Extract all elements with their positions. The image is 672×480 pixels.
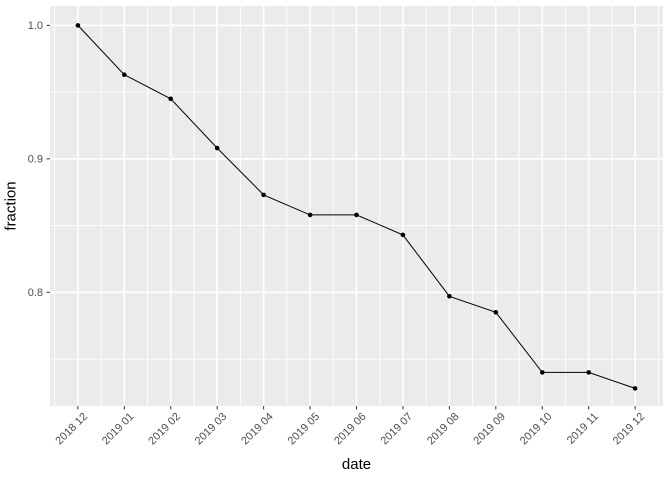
x-tick-label: 2019 04 (239, 411, 276, 448)
data-point (122, 72, 127, 77)
data-point (400, 232, 406, 238)
y-tick-labels: 1.0 0.9 0.8 (28, 20, 43, 299)
data-point (354, 212, 359, 218)
data-point (586, 370, 591, 375)
x-tick-label: 2019 07 (379, 411, 416, 448)
x-axis-title: date (341, 456, 372, 473)
y-tick-label: 0.9 (28, 154, 43, 166)
data-point (214, 145, 220, 151)
x-tick-label: 2019 11 (565, 411, 601, 447)
data-point (447, 294, 452, 299)
data-point (307, 212, 313, 218)
data-point (168, 96, 173, 102)
x-tick-label: 2018 12 (53, 411, 90, 448)
data-point (261, 192, 266, 198)
data-point (75, 23, 81, 28)
x-tick-label: 2019 10 (518, 411, 555, 448)
data-point (540, 370, 545, 375)
data-points (75, 23, 638, 391)
x-tick-label: 2019 12 (611, 411, 648, 448)
y-axis-title: fraction (2, 181, 20, 231)
x-tick-label: 2019 01 (100, 411, 137, 448)
x-tick-labels: 2018 12 2019 01 2019 02 2019 03 2019 04 2019 … (53, 411, 647, 448)
major-gridlines (50, 6, 663, 406)
x-tick-label: 2019 09 (471, 411, 508, 448)
tick-marks (46, 24, 636, 410)
y-tick-label: 1.0 (28, 20, 43, 32)
data-point (632, 386, 638, 391)
x-tick-label: 2019 02 (146, 411, 183, 448)
y-tick-label: 0.8 (28, 287, 43, 299)
x-tick-label: 2019 08 (425, 411, 462, 448)
x-tick-label: 2019 06 (332, 411, 369, 448)
x-tick-label: 2019 05 (286, 411, 323, 448)
x-tick-label: 2019 03 (193, 411, 230, 448)
data-point (493, 310, 499, 315)
